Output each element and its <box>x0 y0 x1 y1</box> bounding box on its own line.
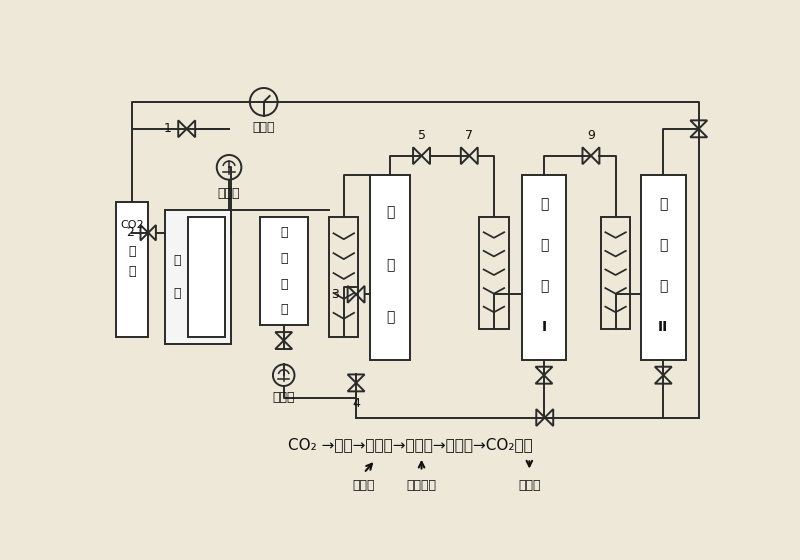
Text: 釜: 釜 <box>540 279 548 293</box>
Text: 流量计: 流量计 <box>253 121 275 134</box>
Text: 箱: 箱 <box>174 287 182 300</box>
Text: 冷: 冷 <box>174 254 182 267</box>
Text: CO2: CO2 <box>120 220 144 230</box>
Text: 1: 1 <box>163 122 171 136</box>
Text: 计量泵: 计量泵 <box>273 391 295 404</box>
Text: 2: 2 <box>126 226 134 239</box>
Text: II: II <box>658 320 669 334</box>
Text: 分: 分 <box>540 197 548 211</box>
Text: 夹带剂: 夹带剂 <box>353 479 375 492</box>
Bar <box>188 217 226 337</box>
Text: 5: 5 <box>418 129 426 142</box>
Bar <box>601 217 630 329</box>
Bar <box>522 175 566 360</box>
Text: 草: 草 <box>386 205 394 219</box>
Bar <box>479 217 509 329</box>
Text: 夯: 夯 <box>280 226 287 239</box>
Text: 气: 气 <box>128 245 136 259</box>
Bar <box>116 202 148 337</box>
Text: 釜: 釜 <box>659 279 667 293</box>
Text: 取: 取 <box>386 258 394 272</box>
Text: 带: 带 <box>280 252 287 265</box>
Text: 4: 4 <box>352 396 360 410</box>
Text: I: I <box>542 320 546 334</box>
Bar <box>641 175 686 360</box>
Bar <box>370 175 410 360</box>
Text: 罐: 罐 <box>280 304 287 316</box>
Text: 离: 离 <box>540 238 548 252</box>
Bar <box>329 217 358 337</box>
Text: 分: 分 <box>659 197 667 211</box>
Text: 7: 7 <box>466 129 474 142</box>
Text: 釜: 釜 <box>386 311 394 325</box>
Text: CO₂ →冷箱→高压泵→萃取釜→分离釜→CO₂循环: CO₂ →冷箱→高压泵→萃取釜→分离釜→CO₂循环 <box>288 437 532 452</box>
Text: 3: 3 <box>331 288 339 301</box>
Bar <box>165 209 230 344</box>
Text: 反应物: 反应物 <box>518 479 541 492</box>
Text: 9: 9 <box>587 129 595 142</box>
Text: 样品加入: 样品加入 <box>406 479 437 492</box>
Text: 离: 离 <box>659 238 667 252</box>
Text: 罐: 罐 <box>128 265 136 278</box>
Text: 高压泵: 高压泵 <box>218 186 240 199</box>
Text: 剂: 剂 <box>280 278 287 291</box>
Bar <box>260 217 307 325</box>
